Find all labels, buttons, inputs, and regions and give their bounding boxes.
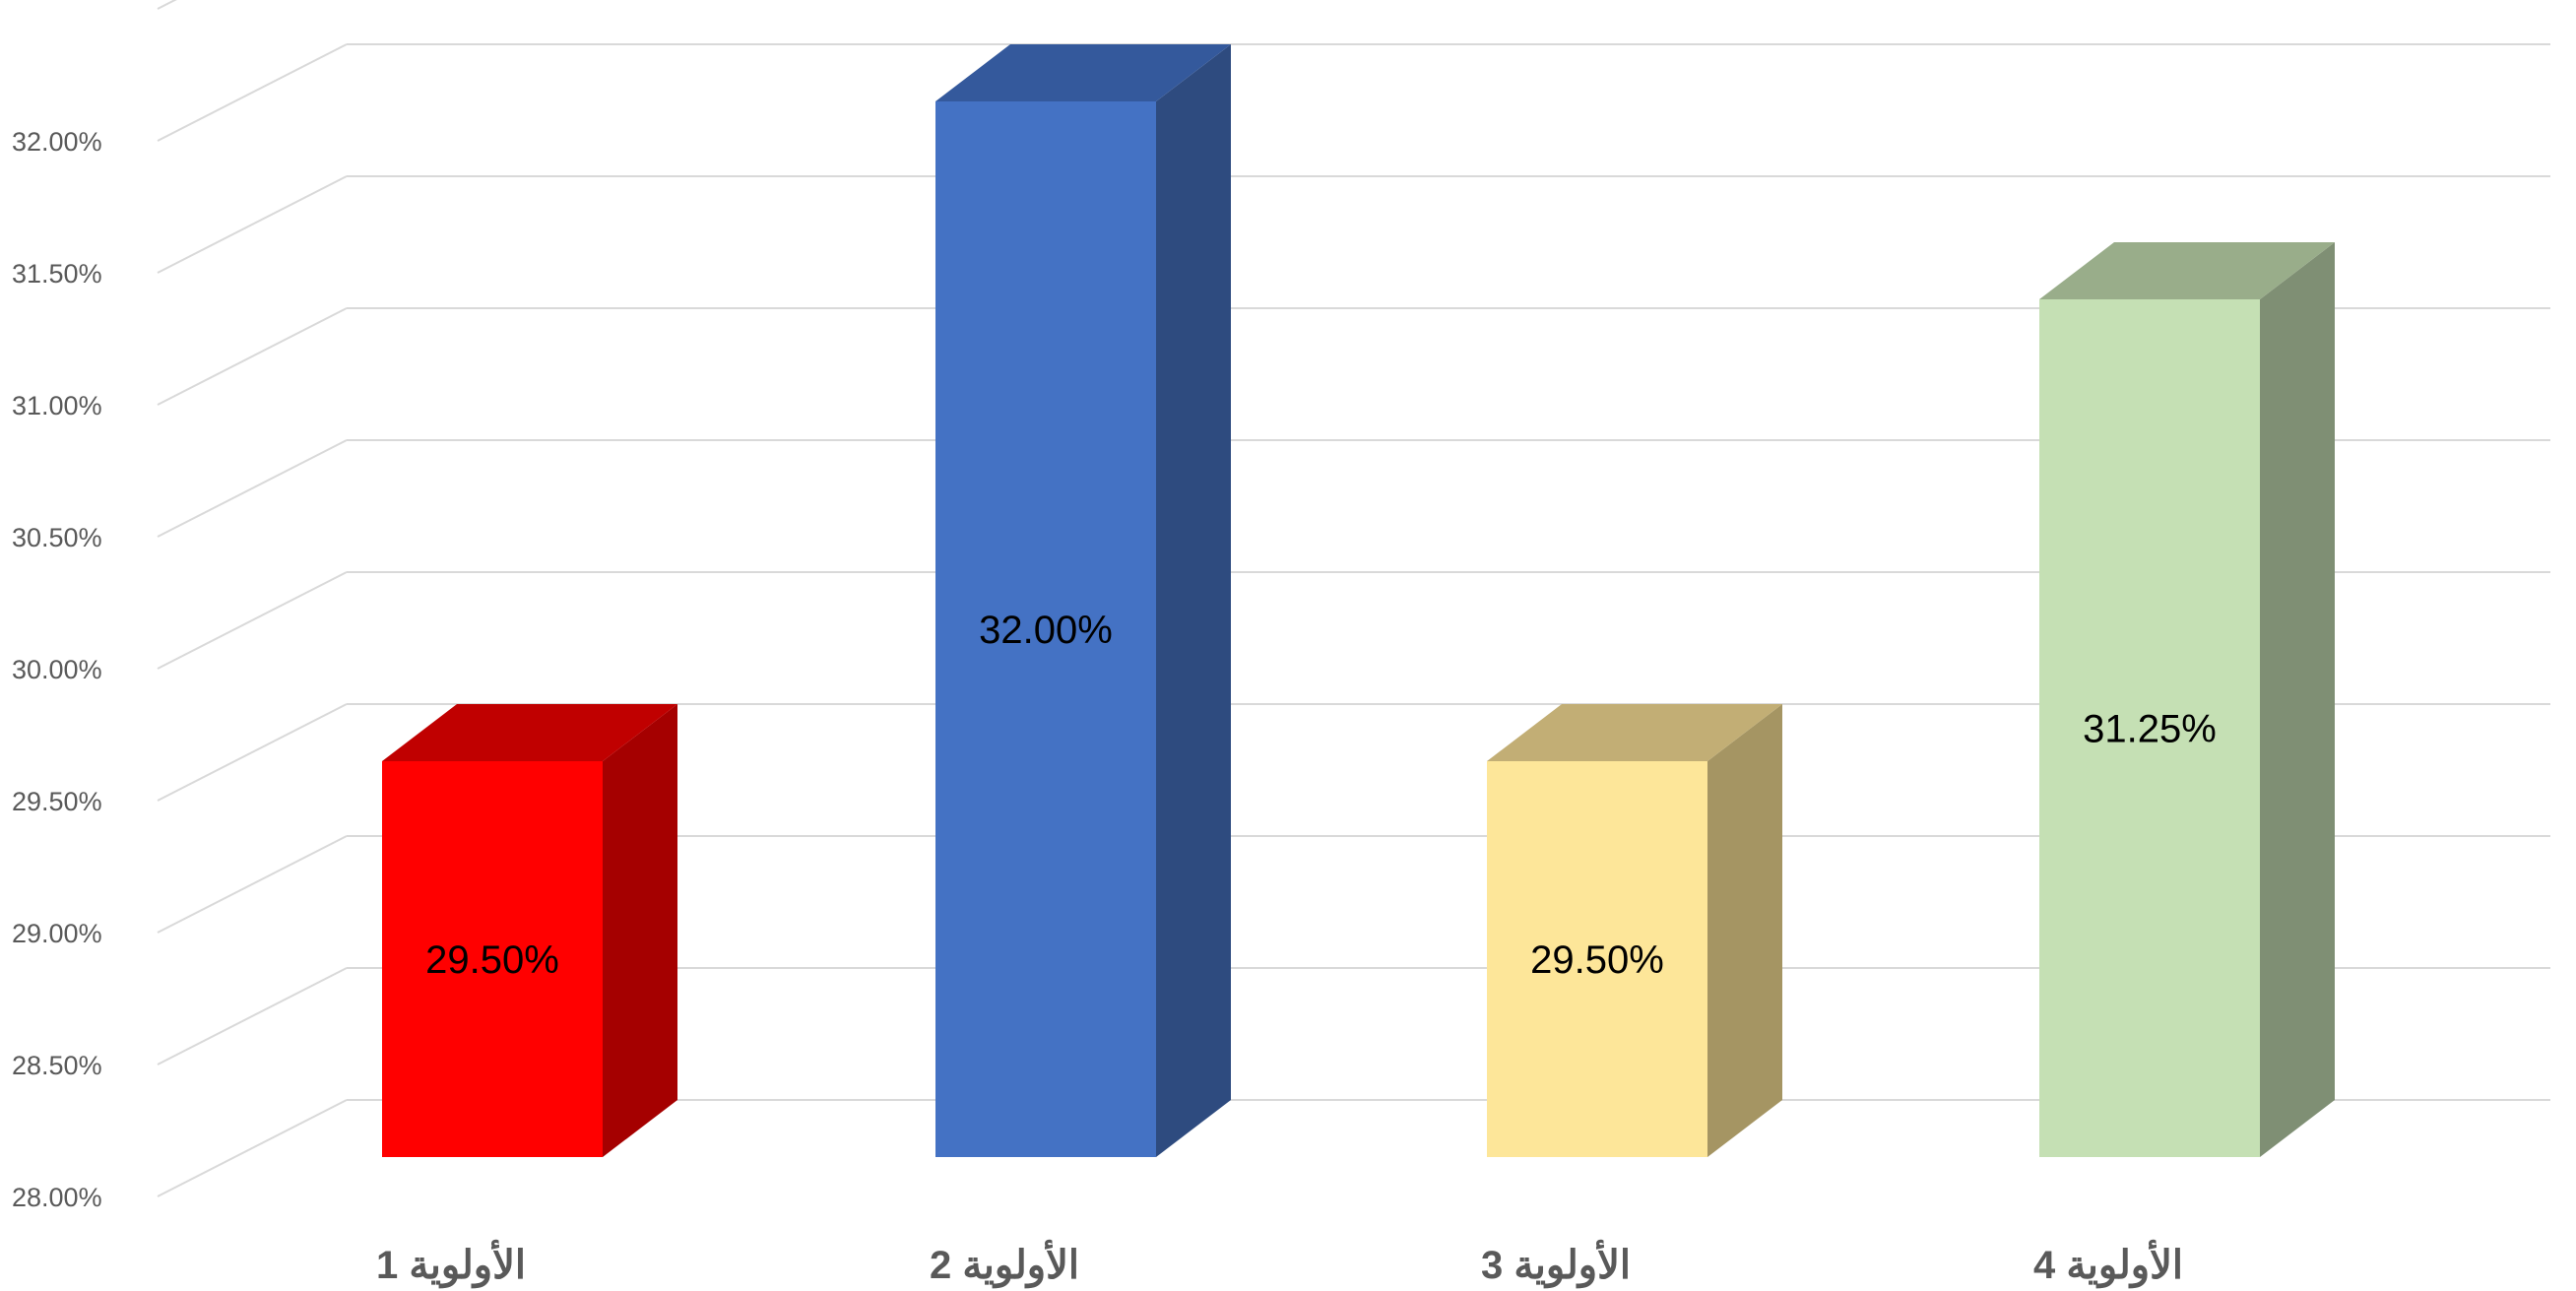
- bar-top: [382, 704, 677, 761]
- bar-front: [935, 101, 1156, 1157]
- y-tick-label: 30.00%: [12, 655, 102, 684]
- wall-gridline: [157, 1099, 348, 1197]
- bar-side: [603, 704, 677, 1157]
- wall-gridline: [157, 175, 348, 274]
- bar-top: [2039, 242, 2335, 299]
- y-axis: 28.00% 28.50% 29.00% 29.50% 30.00% 30.50% 31.0…: [12, 127, 102, 1212]
- y-tick-label: 30.50%: [12, 523, 102, 552]
- bar: 29.50%: [1487, 704, 1782, 1157]
- data-label: 32.00%: [979, 609, 1113, 652]
- y-tick-label: 29.50%: [12, 787, 102, 816]
- wall-gridline: [157, 0, 177, 10]
- data-label: 29.50%: [1530, 938, 1664, 982]
- data-label: 29.50%: [425, 938, 559, 982]
- y-tick-label: 31.50%: [12, 259, 102, 289]
- x-axis: الأولوية 1 الأولوية 2 الأولوية 3 الأولوية 4: [376, 1239, 2183, 1289]
- x-category-label: الأولوية 3: [1481, 1239, 1631, 1289]
- wall-gridline: [157, 571, 348, 670]
- bar-side: [1707, 704, 1782, 1157]
- bar-top: [935, 44, 1231, 101]
- bar-front: [1487, 761, 1707, 1157]
- wall-gridline: [157, 703, 348, 802]
- bar-front: [382, 761, 603, 1157]
- bar-front: [2039, 299, 2260, 1157]
- y-tick-label: 29.00%: [12, 919, 102, 948]
- x-category-label: الأولوية 2: [930, 1239, 1079, 1289]
- x-category-label: الأولوية 4: [2033, 1239, 2183, 1289]
- wall-gridline: [157, 439, 348, 538]
- wall-gridline: [157, 307, 348, 406]
- bar-top: [1487, 704, 1782, 761]
- bar-side: [2260, 242, 2335, 1157]
- wall-gridline: [157, 43, 348, 142]
- y-tick-label: 28.00%: [12, 1183, 102, 1212]
- data-label: 31.25%: [2083, 708, 2217, 751]
- bar-side: [1156, 44, 1231, 1157]
- bar: 32.00%: [935, 44, 1231, 1157]
- y-tick-label: 32.00%: [12, 127, 102, 157]
- y-tick-label: 28.50%: [12, 1051, 102, 1080]
- wall-gridline: [157, 835, 348, 934]
- bar: 31.25%: [2039, 242, 2335, 1157]
- x-category-label: الأولوية 1: [376, 1239, 526, 1289]
- y-tick-label: 31.00%: [12, 391, 102, 420]
- wall-gridline: [157, 967, 348, 1065]
- bars: 29.50% 32.00% 29.50% 31.25%: [382, 44, 2335, 1157]
- bar: 29.50%: [382, 704, 677, 1157]
